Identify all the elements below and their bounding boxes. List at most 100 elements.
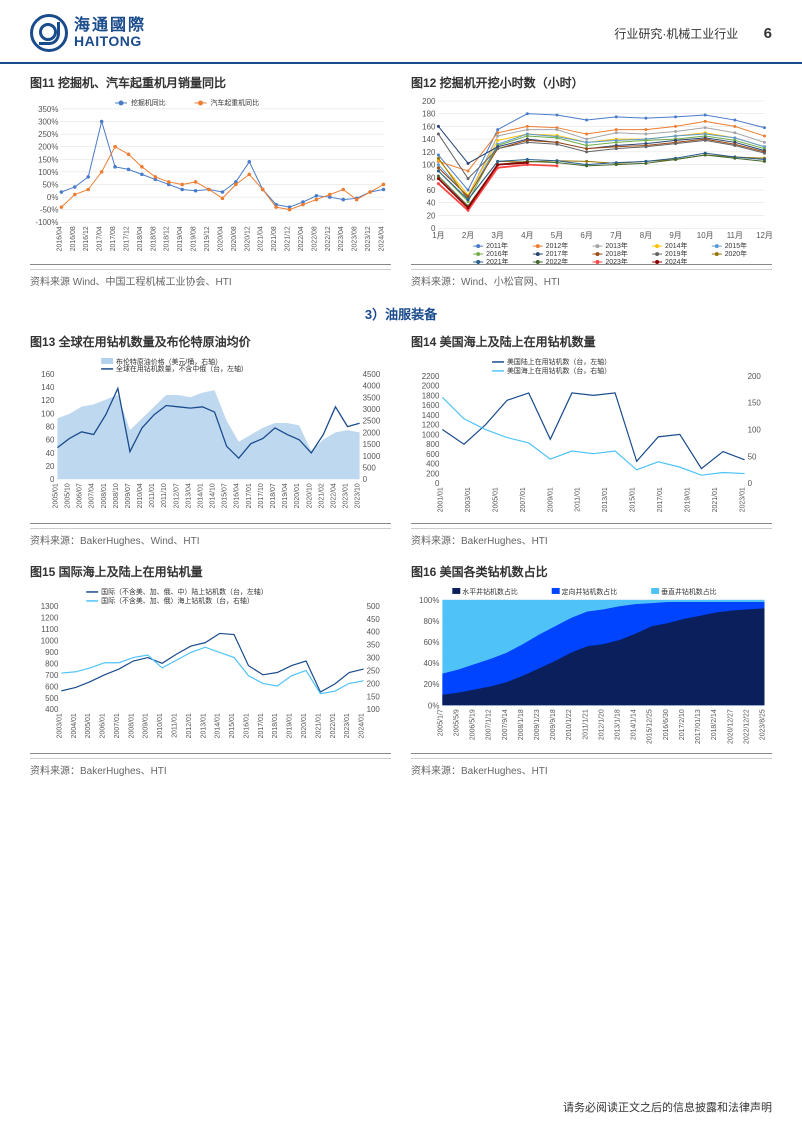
chart-16: 图16 美国各类钻机数占比 0%20%40%60%80%100%2005/1/7… [411,563,772,777]
svg-text:0%: 0% [47,193,58,202]
svg-text:2018/08: 2018/08 [150,226,157,251]
svg-text:2018/07: 2018/07 [270,483,277,508]
svg-text:160: 160 [422,122,436,131]
svg-text:2500: 2500 [363,417,381,426]
svg-text:-100%: -100% [35,218,58,227]
logo: 海通國際 HAITONG [30,14,146,52]
svg-text:0: 0 [363,475,368,484]
svg-text:140: 140 [422,135,436,144]
svg-text:2017/01: 2017/01 [657,487,664,512]
svg-text:国际（不含美、加、俄、中）陆上钻机数（台，左轴）: 国际（不含美、加、俄、中）陆上钻机数（台，左轴） [101,587,268,596]
svg-text:40: 40 [427,199,436,208]
svg-text:50%: 50% [43,180,59,189]
svg-text:2006/07: 2006/07 [77,483,84,508]
svg-text:200: 200 [422,97,436,106]
svg-text:2011/01: 2011/01 [172,713,179,738]
svg-text:水平井钻机数占比: 水平井钻机数占比 [462,587,518,596]
svg-text:300%: 300% [38,117,58,126]
svg-text:2018/2/14: 2018/2/14 [711,709,718,740]
svg-text:900: 900 [45,648,59,657]
svg-text:600: 600 [45,682,59,691]
chart-14-source: 资料来源：BakerHughes、HTI [411,528,772,547]
svg-text:1200: 1200 [422,421,440,430]
chart-15: 图15 国际海上及陆上在用钻机量 40050060070080090010001… [30,563,391,777]
svg-text:0: 0 [748,479,753,488]
svg-text:2017/01: 2017/01 [258,713,265,738]
svg-text:2013年: 2013年 [605,241,627,250]
svg-text:汽车起重机同比: 汽车起重机同比 [211,98,260,107]
svg-text:2019/01: 2019/01 [287,713,294,738]
svg-text:2019/12: 2019/12 [204,226,211,251]
chart-11: 图11 挖掘机、汽车起重机月销量同比 -100%-50%0%50%100%150… [30,74,391,288]
svg-text:450: 450 [367,615,381,624]
svg-text:2021/01: 2021/01 [315,713,322,738]
svg-text:2017/01: 2017/01 [246,483,253,508]
svg-text:2017/04: 2017/04 [97,226,104,251]
svg-text:2023/01: 2023/01 [740,487,747,512]
svg-text:2020/04: 2020/04 [217,226,224,251]
svg-text:2022/12: 2022/12 [325,226,332,251]
chart-12-title: 图12 挖掘机开挖小时数（小时） [411,74,772,91]
svg-text:1800: 1800 [422,391,440,400]
svg-text:2003/01: 2003/01 [56,713,63,738]
svg-text:100: 100 [748,426,762,435]
svg-text:400: 400 [426,460,440,469]
svg-text:2024年: 2024年 [665,257,687,264]
svg-text:60: 60 [427,186,436,195]
svg-text:4000: 4000 [363,382,381,391]
svg-text:2005/01: 2005/01 [492,487,499,512]
svg-text:2024/04: 2024/04 [378,226,385,251]
chart-15-title: 图15 国际海上及陆上在用钻机量 [30,563,391,580]
svg-text:2020/10: 2020/10 [306,483,313,508]
chart-13-title: 图13 全球在用钻机数量及布伦特原油均价 [30,333,391,350]
svg-text:2020年: 2020年 [725,249,747,258]
svg-text:美国陆上在用钻机数（台，左轴）: 美国陆上在用钻机数（台，左轴） [507,357,611,366]
svg-text:2023/12: 2023/12 [365,226,372,251]
svg-text:60%: 60% [424,638,440,647]
svg-text:100: 100 [367,705,381,714]
svg-text:2023/04: 2023/04 [338,226,345,251]
svg-text:2020/12: 2020/12 [244,226,251,251]
svg-text:2021/08: 2021/08 [271,226,278,251]
svg-text:2014/10: 2014/10 [210,483,217,508]
svg-text:0: 0 [50,475,55,484]
svg-text:600: 600 [426,450,440,459]
svg-text:2018/12: 2018/12 [164,226,171,251]
svg-text:150: 150 [367,692,381,701]
svg-text:2022/04: 2022/04 [330,483,337,508]
svg-text:挖掘机同比: 挖掘机同比 [131,98,166,107]
svg-text:200%: 200% [38,143,58,152]
svg-text:2007/01: 2007/01 [520,487,527,512]
svg-text:100%: 100% [38,168,58,177]
svg-text:2023/08: 2023/08 [352,226,359,251]
svg-text:全球在用钻机数量，不含中俄（台，左轴）: 全球在用钻机数量，不含中俄（台，左轴） [116,364,248,373]
svg-text:4500: 4500 [363,370,381,379]
svg-text:2012/1/20: 2012/1/20 [598,709,605,740]
svg-text:2020/01: 2020/01 [301,713,308,738]
svg-text:2022/01: 2022/01 [330,713,337,738]
svg-text:1000: 1000 [41,636,59,645]
svg-text:2012年: 2012年 [546,241,568,250]
svg-text:2016/6/30: 2016/6/30 [663,709,670,740]
svg-text:2007/04: 2007/04 [89,483,96,508]
svg-text:2022年: 2022年 [546,257,568,264]
svg-text:2019/08: 2019/08 [191,226,198,251]
svg-text:200: 200 [748,372,762,381]
logo-en: HAITONG [74,34,146,48]
svg-text:100: 100 [422,161,436,170]
svg-text:2023/01: 2023/01 [343,483,350,508]
svg-text:2016/08: 2016/08 [70,226,77,251]
svg-text:2017/10: 2017/10 [258,483,265,508]
svg-text:40: 40 [46,449,55,458]
svg-text:200: 200 [367,679,381,688]
svg-text:60: 60 [46,436,55,445]
svg-text:2010/04: 2010/04 [137,483,144,508]
svg-text:2016/01: 2016/01 [243,713,250,738]
svg-text:2023/8/25: 2023/8/25 [759,709,766,740]
svg-text:2016/04: 2016/04 [56,226,63,251]
svg-text:美国海上在用钻机数（台，右轴）: 美国海上在用钻机数（台，右轴） [507,366,611,375]
svg-text:100%: 100% [419,596,439,605]
chart-12-source: 资料来源：Wind、小松官网、HTI [411,269,772,288]
svg-text:120: 120 [422,148,436,157]
section-oil-header: 3）油服装备 [30,304,772,323]
